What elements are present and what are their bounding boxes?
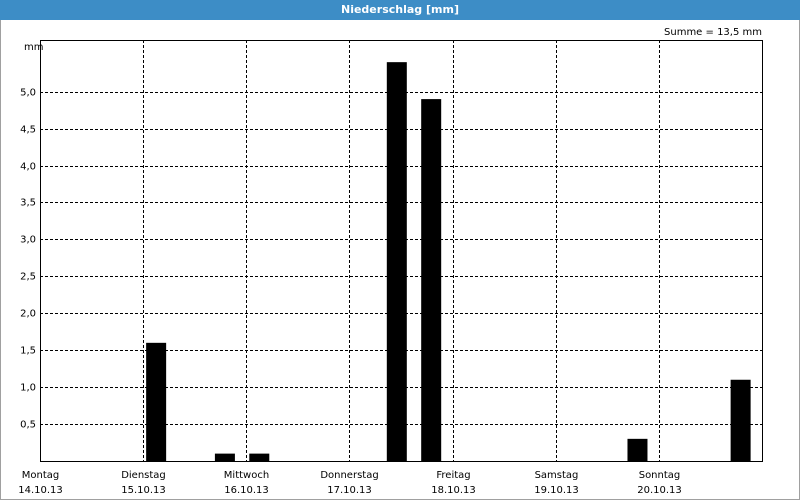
y-tick-label: 2,0 xyxy=(20,309,36,320)
bar xyxy=(421,99,442,462)
y-tick-label: 4,5 xyxy=(20,125,36,136)
x-tick-label: Sonntag xyxy=(639,470,681,481)
chart-title: Niederschlag [mm] xyxy=(341,3,459,16)
sum-annotation: Summe = 13,5 mm xyxy=(664,27,762,38)
x-tick-label: Mittwoch xyxy=(224,470,269,481)
bar xyxy=(146,342,167,461)
x-tick-label: Dienstag xyxy=(121,470,166,481)
y-tick-label: 5,0 xyxy=(20,88,36,99)
bar xyxy=(730,379,751,461)
y-unit: mm xyxy=(24,42,43,53)
x-tick-date: 15.10.13 xyxy=(121,485,166,496)
plot-border xyxy=(40,40,763,462)
title-bar xyxy=(0,0,800,20)
x-tick-label: Samstag xyxy=(535,470,579,481)
y-tick-label: 2,5 xyxy=(20,272,36,283)
bar xyxy=(214,453,235,461)
y-tick-label: 3,0 xyxy=(20,235,36,246)
x-tick-date: 19.10.13 xyxy=(534,485,579,496)
x-tick-date: 20.10.13 xyxy=(637,485,682,496)
bar xyxy=(627,438,648,461)
x-tick-label: Donnerstag xyxy=(320,470,378,481)
x-tick-date: 14.10.13 xyxy=(18,485,63,496)
bar xyxy=(249,453,270,461)
y-tick-label: 1,5 xyxy=(20,346,36,357)
x-tick-label: Montag xyxy=(22,470,59,481)
x-tick-date: 16.10.13 xyxy=(224,485,269,496)
x-tick-label: Freitag xyxy=(436,470,470,481)
y-tick-label: 0,5 xyxy=(20,420,36,431)
y-tick-label: 4,0 xyxy=(20,162,36,173)
y-tick-label: 3,5 xyxy=(20,198,36,209)
y-tick-label: 1,0 xyxy=(20,383,36,394)
x-tick-date: 18.10.13 xyxy=(431,485,476,496)
x-tick-date: 17.10.13 xyxy=(327,485,372,496)
bar xyxy=(386,62,407,461)
